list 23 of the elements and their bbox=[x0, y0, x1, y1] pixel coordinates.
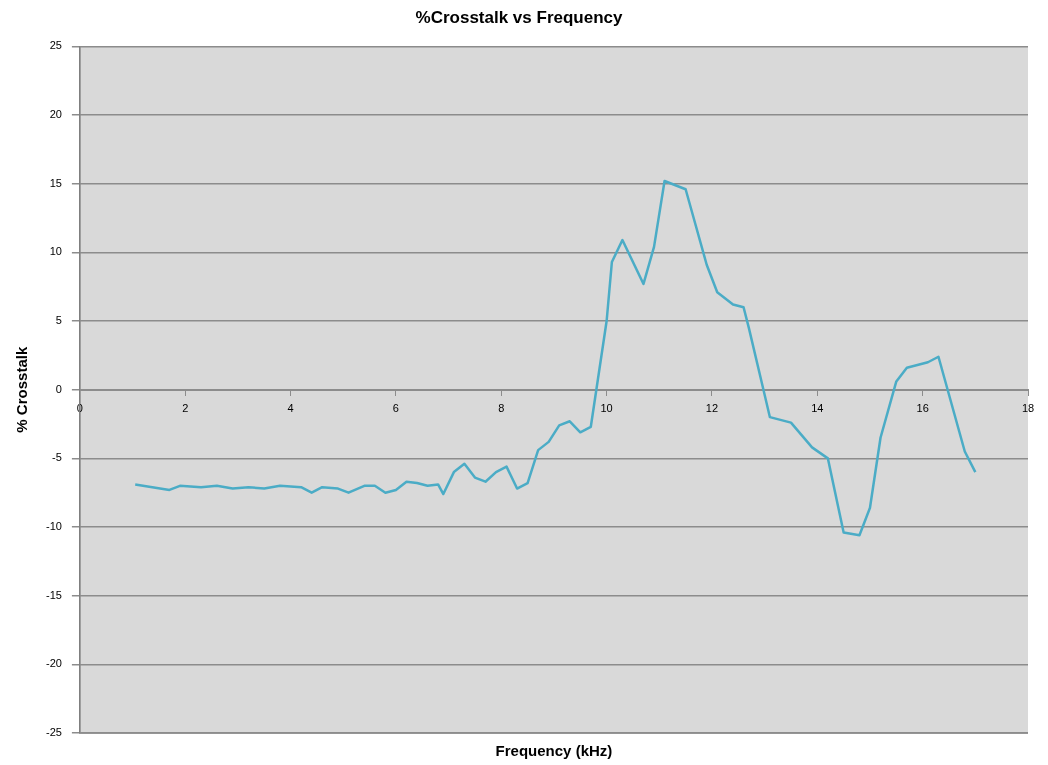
y-tick-label: 5 bbox=[55, 314, 62, 327]
x-tick-label: 18 bbox=[1021, 402, 1035, 415]
y-tick-label: -25 bbox=[45, 726, 62, 739]
y-tick-label: -15 bbox=[45, 588, 62, 601]
x-tick-label: 8 bbox=[498, 402, 505, 415]
x-tick-label: 12 bbox=[705, 402, 719, 415]
y-tick-label: 25 bbox=[49, 39, 62, 52]
x-tick-label: 4 bbox=[287, 402, 294, 415]
x-tick-label: 2 bbox=[182, 402, 189, 415]
y-tick-label: -20 bbox=[45, 657, 62, 670]
x-tick-label: 10 bbox=[600, 402, 613, 415]
y-tick-label: 10 bbox=[49, 245, 62, 258]
y-axis-title: % Crosstalk bbox=[13, 346, 31, 433]
y-tick-label: -5 bbox=[52, 451, 62, 464]
y-tick-label: 15 bbox=[49, 176, 62, 189]
x-tick-label: 14 bbox=[811, 402, 824, 415]
y-tick-label: 20 bbox=[49, 108, 62, 121]
x-axis-title: Frequency (kHz) bbox=[495, 741, 613, 759]
y-tick-label: -10 bbox=[45, 520, 62, 533]
y-tick-label: 0 bbox=[55, 382, 62, 395]
x-tick-label: 16 bbox=[916, 402, 929, 415]
chart-title: %Crosstalk vs Frequency bbox=[415, 7, 624, 27]
x-tick-label: 6 bbox=[392, 402, 399, 415]
